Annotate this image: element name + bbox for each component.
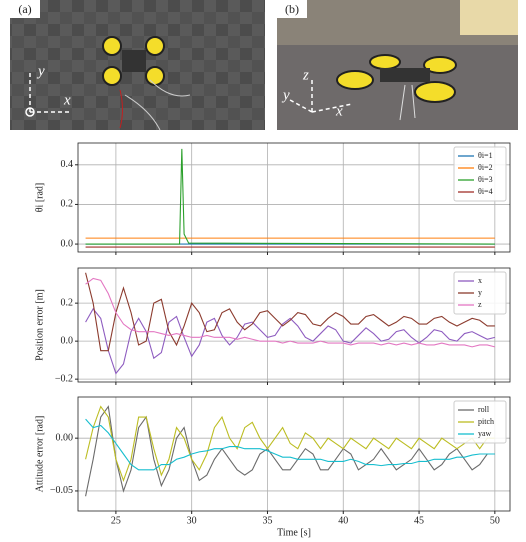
photo-label: (a) bbox=[18, 2, 31, 16]
axis-label: y bbox=[36, 63, 45, 79]
series-line bbox=[85, 405, 495, 497]
series-line bbox=[85, 277, 495, 348]
legend-label: x bbox=[478, 276, 482, 285]
legend-box bbox=[453, 400, 507, 444]
photo-b: (b) z y x bbox=[277, 0, 518, 130]
y-tick-label: 0.00 bbox=[56, 432, 74, 443]
legend-label: pitch bbox=[478, 417, 494, 426]
legend-label: z bbox=[478, 300, 482, 309]
y-tick-label: −0.2 bbox=[55, 373, 73, 384]
x-tick-label: 30 bbox=[187, 515, 197, 526]
y-tick-label: 0.2 bbox=[61, 199, 74, 210]
axis-label: z bbox=[302, 67, 309, 83]
y-axis-label: Attitude error [rad] bbox=[34, 416, 45, 493]
legend-label: θi=4 bbox=[478, 187, 493, 196]
y-tick-label: 0.0 bbox=[61, 238, 74, 249]
legend-box bbox=[453, 146, 507, 202]
chart: −0.2 0.0 0.2 Position error [m] xyz bbox=[34, 267, 511, 385]
axis-label: x bbox=[63, 92, 71, 108]
photo-a: (a) y x bbox=[10, 0, 265, 131]
x-tick-label: 35 bbox=[262, 515, 272, 526]
photo-label: (b) bbox=[285, 2, 299, 16]
plot-frame bbox=[77, 396, 511, 512]
axis-label: y bbox=[281, 87, 290, 103]
y-tick-label: −0.05 bbox=[50, 485, 73, 496]
series-line bbox=[85, 418, 495, 471]
legend-label: yaw bbox=[478, 429, 492, 438]
legend-label: θi=1 bbox=[478, 151, 493, 160]
x-tick-label: 45 bbox=[414, 515, 424, 526]
legend-box bbox=[453, 271, 507, 315]
legend-label: y bbox=[478, 288, 482, 297]
x-tick-label: 25 bbox=[111, 515, 121, 526]
legend-label: θi=2 bbox=[478, 163, 493, 172]
y-tick-label: 0.4 bbox=[61, 159, 74, 170]
series-line bbox=[85, 405, 495, 483]
x-axis-label: Time [s] bbox=[277, 527, 311, 538]
legend-label: θi=3 bbox=[478, 175, 493, 184]
chart: 25 30 35 40 45 50 −0.05 0.00 Attitude error [rad… bbox=[34, 396, 511, 538]
y-axis-label: Position error [m] bbox=[34, 289, 45, 361]
y-tick-label: 0.0 bbox=[61, 335, 74, 346]
chart: 0.0 0.2 0.4 θi [rad] θi=1 θi=2 θi=3 θi=4 bbox=[34, 142, 511, 255]
series-line bbox=[85, 307, 495, 375]
plot-frame bbox=[77, 142, 511, 253]
y-tick-label: 0.2 bbox=[61, 297, 74, 308]
x-tick-label: 40 bbox=[338, 515, 348, 526]
legend-label: roll bbox=[478, 405, 490, 414]
series-line bbox=[85, 148, 495, 245]
plot-frame bbox=[77, 267, 511, 383]
y-axis-label: θi [rad] bbox=[34, 183, 45, 213]
series-line bbox=[85, 272, 495, 352]
x-tick-label: 50 bbox=[490, 515, 500, 526]
axis-label: x bbox=[335, 103, 343, 119]
